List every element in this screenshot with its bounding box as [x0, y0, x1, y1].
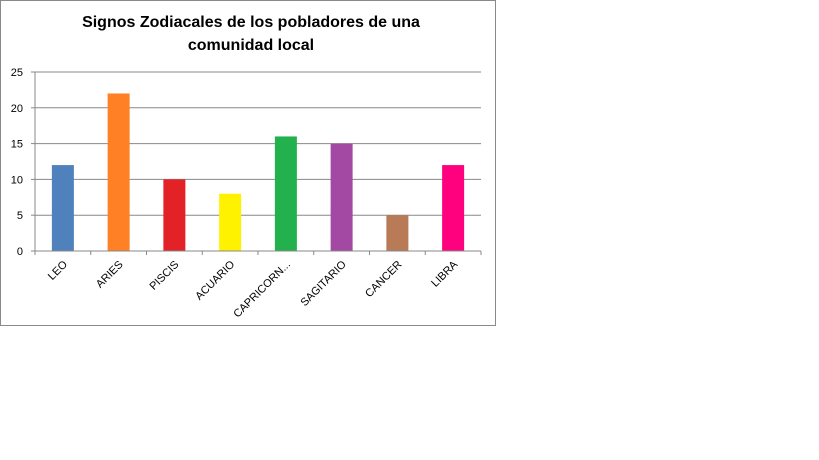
- y-tick-label: 0: [17, 246, 23, 258]
- x-tick-label: ARIES: [94, 259, 126, 291]
- bar-acuario: [219, 193, 242, 251]
- x-tick-label: ACUARIO: [193, 258, 237, 302]
- chart-frame: Signos Zodiacales de los pobladores de u…: [0, 0, 496, 326]
- bar-aries: [107, 93, 130, 251]
- y-tick-label: 25: [11, 67, 23, 79]
- bar-leo: [51, 165, 74, 251]
- y-tick-label: 10: [11, 174, 23, 186]
- bar-sagitario: [330, 143, 353, 251]
- bar-capricorn: [274, 136, 297, 251]
- y-tick-label: 20: [11, 103, 23, 115]
- bar-piscis: [163, 179, 186, 251]
- x-tick-label: LIBRA: [429, 258, 460, 289]
- x-tick-label: CANCER: [363, 259, 404, 300]
- x-tick-label: CAPRICORN...: [231, 259, 293, 321]
- y-tick-label: 5: [17, 210, 23, 222]
- chart-title: Signos Zodiacales de los pobladores de u…: [82, 14, 420, 54]
- x-tick-label: PISCIS: [147, 259, 181, 293]
- x-tick-label: SAGITARIO: [298, 258, 349, 309]
- bar-cancer: [386, 215, 409, 251]
- bar-libra: [442, 165, 465, 251]
- y-tick-label: 15: [11, 139, 23, 151]
- x-tick-label: LEO: [46, 258, 70, 282]
